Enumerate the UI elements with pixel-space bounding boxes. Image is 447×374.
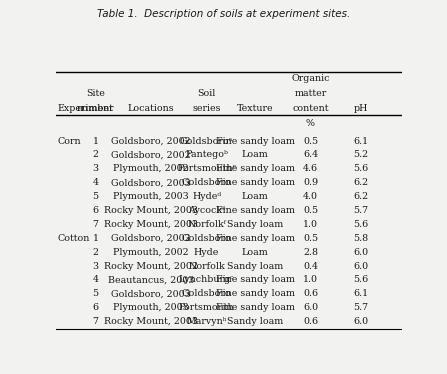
Text: Soil: Soil: [198, 89, 216, 98]
Text: Goldsboro, 2003: Goldsboro, 2003: [111, 178, 191, 187]
Text: 2: 2: [93, 150, 99, 159]
Text: Fine sandy loam: Fine sandy loam: [215, 289, 295, 298]
Text: 1.0: 1.0: [303, 275, 318, 285]
Text: 6.0: 6.0: [303, 303, 318, 312]
Text: Plymouth, 2003: Plymouth, 2003: [113, 303, 189, 312]
Text: 7: 7: [93, 317, 99, 326]
Text: Sandy loam: Sandy loam: [227, 261, 283, 270]
Text: Goldsboro, 2002: Goldsboro, 2002: [111, 234, 191, 243]
Text: Fine sandy loam: Fine sandy loam: [215, 164, 295, 174]
Text: Loam: Loam: [242, 150, 269, 159]
Text: 6: 6: [93, 206, 99, 215]
Text: Goldsboroᵃ: Goldsboroᵃ: [180, 137, 233, 145]
Text: content: content: [292, 104, 329, 113]
Text: 6.2: 6.2: [353, 192, 368, 201]
Text: Norfolk: Norfolk: [188, 261, 225, 270]
Text: 2: 2: [93, 248, 99, 257]
Text: Plymouth, 2003: Plymouth, 2003: [113, 192, 189, 201]
Text: Hydeᵈ: Hydeᵈ: [192, 192, 221, 201]
Text: 0.6: 0.6: [303, 317, 318, 326]
Text: Sandy loam: Sandy loam: [227, 317, 283, 326]
Text: 0.5: 0.5: [303, 137, 318, 145]
Text: Lynchburgᶜ: Lynchburgᶜ: [179, 275, 234, 285]
Text: Portsmouth: Portsmouth: [179, 303, 234, 312]
Text: matter: matter: [295, 89, 327, 98]
Text: 5.6: 5.6: [353, 220, 368, 229]
Text: Experiment: Experiment: [58, 104, 114, 113]
Text: 4.0: 4.0: [303, 192, 318, 201]
Text: Fine sandy loam: Fine sandy loam: [215, 206, 295, 215]
Text: Organic: Organic: [291, 74, 330, 83]
Text: 6.1: 6.1: [353, 137, 368, 145]
Text: number: number: [77, 104, 114, 113]
Text: Beautancus, 2003: Beautancus, 2003: [108, 275, 194, 285]
Text: 0.4: 0.4: [303, 261, 318, 270]
Text: Goldsboro: Goldsboro: [182, 178, 232, 187]
Text: Sandy loam: Sandy loam: [227, 220, 283, 229]
Text: 5.7: 5.7: [353, 206, 368, 215]
Text: Goldsboro, 2002: Goldsboro, 2002: [111, 150, 191, 159]
Text: Goldsboro, 2002: Goldsboro, 2002: [111, 137, 191, 145]
Text: 6.0: 6.0: [353, 248, 368, 257]
Text: Plymouth, 2002: Plymouth, 2002: [114, 248, 189, 257]
Text: 6.0: 6.0: [353, 317, 368, 326]
Text: 5.7: 5.7: [353, 303, 368, 312]
Text: Cotton: Cotton: [58, 234, 90, 243]
Text: Portsmouthᶜ: Portsmouthᶜ: [177, 164, 236, 174]
Text: 5.8: 5.8: [353, 234, 368, 243]
Text: Rocky Mount, 2003: Rocky Mount, 2003: [104, 220, 198, 229]
Text: 5: 5: [93, 192, 99, 201]
Text: Fine sandy loam: Fine sandy loam: [215, 303, 295, 312]
Text: 0.5: 0.5: [303, 206, 318, 215]
Text: Goldsboro: Goldsboro: [182, 234, 232, 243]
Text: 4: 4: [93, 178, 99, 187]
Text: 0.6: 0.6: [303, 289, 318, 298]
Text: 1: 1: [93, 234, 99, 243]
Text: Loam: Loam: [242, 192, 269, 201]
Text: 6.2: 6.2: [353, 178, 368, 187]
Text: 1.0: 1.0: [303, 220, 318, 229]
Text: pH: pH: [354, 104, 368, 113]
Text: Locations: Locations: [128, 104, 174, 113]
Text: Hyde: Hyde: [194, 248, 219, 257]
Text: %: %: [306, 119, 315, 128]
Text: Goldsboro, 2003: Goldsboro, 2003: [111, 289, 191, 298]
Text: 5.2: 5.2: [353, 150, 368, 159]
Text: 0.9: 0.9: [303, 178, 318, 187]
Text: 6.0: 6.0: [353, 261, 368, 270]
Text: Corn: Corn: [58, 137, 81, 145]
Text: 6.4: 6.4: [303, 150, 318, 159]
Text: Aycockᵉ: Aycockᵉ: [188, 206, 225, 215]
Text: 5.6: 5.6: [353, 164, 368, 174]
Text: Site: Site: [86, 89, 105, 98]
Text: 7: 7: [93, 220, 99, 229]
Text: Texture: Texture: [237, 104, 274, 113]
Text: Rocky Mount, 2002: Rocky Mount, 2002: [104, 261, 198, 270]
Text: 5: 5: [93, 289, 99, 298]
Text: Loam: Loam: [242, 248, 269, 257]
Text: 5.6: 5.6: [353, 275, 368, 285]
Text: Goldsboro: Goldsboro: [182, 289, 232, 298]
Text: Norfolkᶠ: Norfolkᶠ: [187, 220, 226, 229]
Text: 6: 6: [93, 303, 99, 312]
Text: 3: 3: [93, 261, 99, 270]
Text: Fine sandy loam: Fine sandy loam: [215, 234, 295, 243]
Text: Fine sandy loam: Fine sandy loam: [215, 178, 295, 187]
Text: 4: 4: [93, 275, 99, 285]
Text: series: series: [192, 104, 221, 113]
Text: Fine sandy loam: Fine sandy loam: [215, 275, 295, 285]
Text: 3: 3: [93, 164, 99, 174]
Text: Marvynʰ: Marvynʰ: [186, 317, 227, 326]
Text: Pantegoᵇ: Pantegoᵇ: [185, 150, 228, 159]
Text: Table 1.  Description of soils at experiment sites.: Table 1. Description of soils at experim…: [97, 9, 350, 19]
Text: 6.1: 6.1: [353, 289, 368, 298]
Text: Plymouth, 2002: Plymouth, 2002: [114, 164, 189, 174]
Text: Rocky Mount, 2003: Rocky Mount, 2003: [104, 317, 198, 326]
Text: 4.6: 4.6: [303, 164, 318, 174]
Text: 0.5: 0.5: [303, 234, 318, 243]
Text: Rocky Mount, 2003: Rocky Mount, 2003: [104, 206, 198, 215]
Text: Fine sandy loam: Fine sandy loam: [215, 137, 295, 145]
Text: 2.8: 2.8: [303, 248, 318, 257]
Text: 1: 1: [93, 137, 99, 145]
